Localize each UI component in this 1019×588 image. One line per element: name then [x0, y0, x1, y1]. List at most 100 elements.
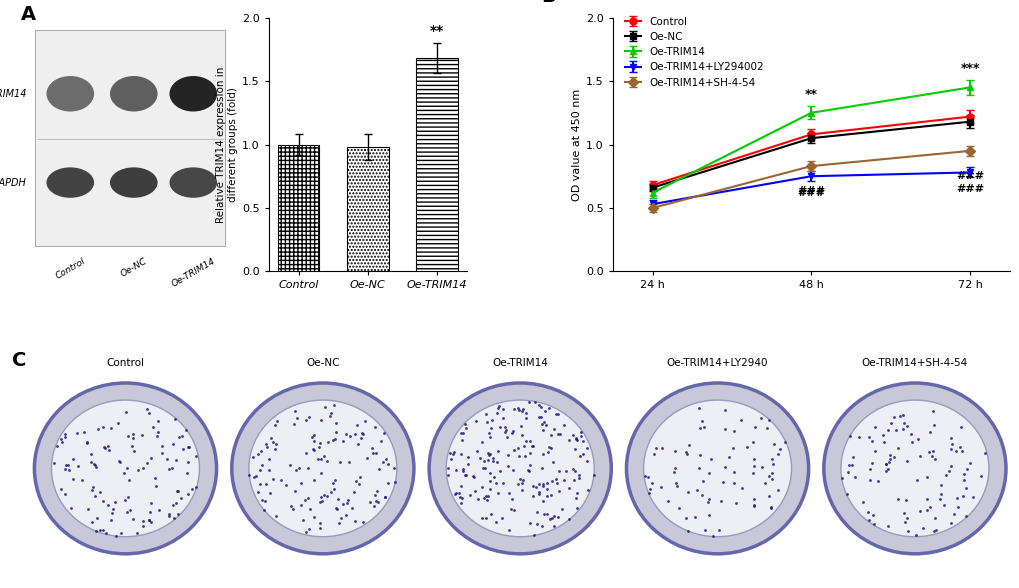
Ellipse shape — [445, 400, 594, 537]
Point — [367, 449, 383, 458]
Point — [122, 505, 139, 514]
Point — [920, 447, 936, 457]
Text: Oe-NC: Oe-NC — [306, 358, 339, 368]
Point — [932, 480, 949, 490]
Point — [728, 499, 744, 508]
Point — [639, 473, 655, 482]
Point — [530, 412, 546, 422]
Point — [543, 490, 559, 499]
Point — [480, 492, 496, 501]
Point — [460, 452, 476, 462]
Point — [765, 440, 782, 449]
Point — [641, 484, 657, 493]
Point — [544, 457, 560, 467]
Point — [869, 476, 886, 486]
Ellipse shape — [35, 383, 216, 554]
Point — [546, 424, 562, 433]
Point — [62, 503, 78, 513]
Point — [726, 467, 742, 476]
Point — [510, 479, 526, 488]
Point — [154, 448, 170, 457]
Point — [470, 494, 486, 503]
Point — [292, 478, 309, 487]
Point — [575, 437, 591, 446]
Point — [355, 429, 371, 439]
Point — [760, 472, 776, 481]
Point — [129, 465, 146, 475]
Point — [691, 450, 707, 460]
Point — [505, 404, 522, 413]
Point — [494, 478, 511, 487]
Point — [143, 453, 159, 462]
Point — [338, 499, 355, 508]
Point — [927, 525, 944, 534]
Point — [305, 444, 321, 453]
Point — [282, 502, 299, 511]
Ellipse shape — [47, 168, 94, 198]
Point — [524, 442, 540, 451]
Point — [479, 417, 495, 426]
Point — [74, 475, 91, 485]
Point — [961, 459, 977, 468]
Point — [173, 493, 190, 502]
Point — [346, 516, 363, 526]
Point — [876, 459, 893, 469]
Point — [640, 488, 656, 497]
Point — [454, 466, 471, 475]
Point — [61, 465, 77, 475]
Point — [57, 490, 73, 499]
Point — [154, 442, 170, 451]
Point — [745, 461, 761, 470]
Point — [955, 475, 971, 485]
Point — [278, 481, 294, 490]
Point — [567, 445, 583, 454]
Point — [891, 411, 907, 420]
Point — [923, 451, 940, 460]
Point — [918, 506, 934, 515]
Point — [286, 406, 303, 416]
Point — [669, 503, 686, 513]
Point — [678, 447, 694, 456]
Point — [521, 397, 537, 406]
Point — [486, 472, 502, 482]
Point — [492, 466, 508, 476]
Ellipse shape — [51, 400, 200, 537]
Point — [702, 455, 718, 464]
Point — [890, 443, 906, 453]
Point — [171, 432, 187, 442]
Point — [65, 475, 82, 484]
Point — [768, 449, 785, 459]
Point — [863, 458, 879, 467]
Point — [726, 426, 742, 435]
Point — [297, 496, 313, 505]
Point — [693, 490, 709, 500]
Point — [252, 465, 268, 475]
Point — [530, 479, 546, 489]
Point — [898, 513, 914, 522]
Point — [511, 474, 527, 483]
Point — [58, 460, 74, 470]
Point — [924, 420, 941, 430]
Point — [103, 516, 119, 525]
Point — [925, 455, 942, 464]
Point — [306, 445, 322, 455]
Point — [844, 452, 860, 462]
Point — [874, 437, 891, 447]
Point — [924, 406, 941, 415]
Point — [753, 462, 769, 472]
Point — [252, 480, 268, 489]
Point — [678, 514, 694, 523]
Point — [557, 466, 574, 476]
Point — [762, 503, 779, 513]
Y-axis label: Relative TRIM14 expression in
different groups (fold): Relative TRIM14 expression in different … — [216, 66, 237, 223]
Point — [312, 492, 328, 502]
Point — [324, 478, 340, 487]
Point — [879, 426, 896, 435]
Point — [894, 425, 910, 434]
Point — [882, 419, 899, 428]
Point — [771, 445, 788, 454]
Point — [301, 524, 317, 533]
Point — [53, 435, 69, 444]
Point — [505, 445, 522, 455]
Point — [488, 408, 504, 417]
